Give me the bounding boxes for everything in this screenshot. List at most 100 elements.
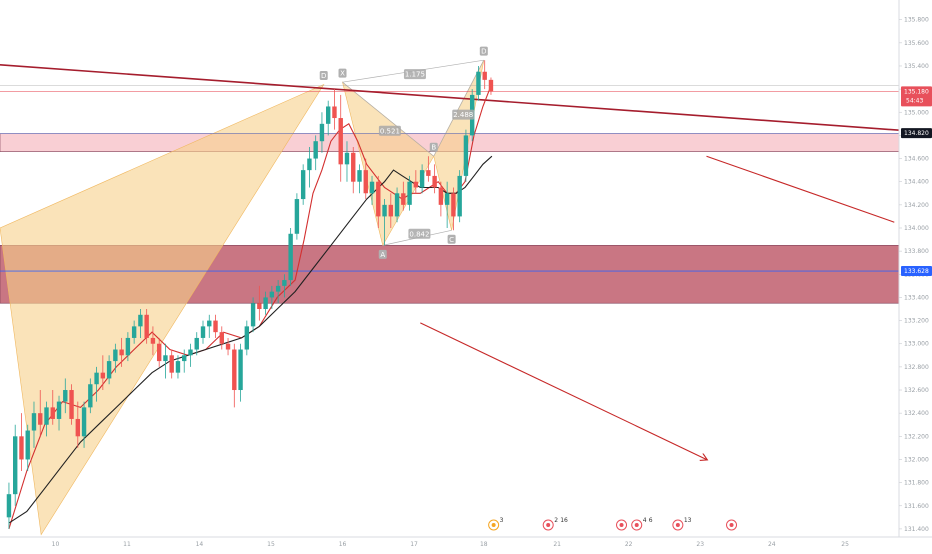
candle-up[interactable]: [200, 320, 206, 344]
event-icon[interactable]: 13: [672, 517, 692, 531]
svg-text:2.488: 2.488: [453, 111, 473, 119]
candle-down[interactable]: [150, 326, 156, 356]
candle-up[interactable]: [94, 366, 99, 402]
candle-up[interactable]: [44, 401, 49, 437]
candle-up[interactable]: [56, 395, 62, 431]
candle-up[interactable]: [63, 378, 68, 414]
candle-up[interactable]: [444, 181, 450, 228]
resistance-trendline[interactable]: [0, 64, 932, 134]
candle-up[interactable]: [382, 199, 387, 246]
candle-up[interactable]: [131, 320, 137, 344]
candle-down[interactable]: [401, 181, 406, 211]
candle-down[interactable]: [376, 175, 381, 228]
candle-up[interactable]: [238, 343, 243, 402]
candle-up[interactable]: [113, 343, 118, 373]
candle-down[interactable]: [75, 401, 81, 448]
candle-down[interactable]: [119, 337, 124, 367]
candle-up[interactable]: [313, 135, 318, 171]
candle-up[interactable]: [357, 164, 362, 194]
candle-up[interactable]: [163, 343, 168, 379]
candle-up[interactable]: [407, 175, 412, 211]
candle-up[interactable]: [188, 343, 193, 367]
candle-up[interactable]: [194, 332, 199, 356]
candle-up[interactable]: [344, 141, 350, 182]
pattern-point-a[interactable]: A: [378, 249, 387, 259]
candle-down[interactable]: [219, 326, 224, 350]
last-price-badge[interactable]: 135.180 54:43: [901, 86, 932, 107]
candle-up[interactable]: [476, 65, 481, 101]
candle-down[interactable]: [50, 390, 55, 425]
candle-up[interactable]: [326, 100, 331, 136]
candle-up[interactable]: [282, 274, 287, 298]
candle-down[interactable]: [257, 285, 262, 321]
candle-up[interactable]: [463, 129, 469, 182]
candle-down[interactable]: [69, 384, 74, 425]
arrow-lower[interactable]: [420, 322, 706, 460]
candle-up[interactable]: [419, 164, 425, 194]
candle-up[interactable]: [6, 482, 12, 529]
dividend-icon[interactable]: 2 16: [542, 517, 568, 531]
candle-up[interactable]: [269, 285, 275, 310]
level-price-badge[interactable]: 133.628: [901, 266, 932, 277]
candle-up[interactable]: [319, 112, 325, 153]
candle-down[interactable]: [363, 158, 368, 200]
candle-down[interactable]: [232, 343, 237, 408]
candle-up[interactable]: [250, 297, 256, 333]
candle-down[interactable]: [351, 146, 356, 194]
candle-down[interactable]: [426, 156, 431, 182]
dividend-icon[interactable]: [726, 519, 738, 531]
candle-up[interactable]: [294, 193, 300, 240]
candle-up[interactable]: [394, 187, 400, 223]
candle-down[interactable]: [438, 181, 444, 217]
pattern-point-b[interactable]: B: [429, 142, 438, 152]
candle-down[interactable]: [488, 77, 494, 95]
candle-up[interactable]: [457, 170, 462, 223]
candle-down[interactable]: [451, 187, 456, 231]
arrow-upper[interactable]: [706, 155, 895, 223]
candle-down[interactable]: [432, 164, 437, 194]
pattern-wedge-left[interactable]: [0, 83, 325, 536]
earnings-icon[interactable]: 3: [488, 517, 504, 531]
candle-down[interactable]: [388, 193, 394, 228]
candle-up[interactable]: [263, 291, 268, 315]
candle-down[interactable]: [100, 355, 106, 391]
candle-up[interactable]: [275, 280, 281, 304]
candle-up[interactable]: [125, 332, 131, 362]
candle-up[interactable]: [288, 227, 293, 286]
candle-down[interactable]: [169, 349, 174, 379]
candle-down[interactable]: [144, 309, 149, 344]
candle-down[interactable]: [332, 89, 337, 130]
candle-up[interactable]: [13, 424, 18, 506]
candle-up[interactable]: [81, 401, 87, 448]
pattern-point-x[interactable]: X: [338, 68, 347, 78]
candle-up[interactable]: [307, 146, 312, 188]
candle-down[interactable]: [213, 314, 218, 338]
candle-up[interactable]: [175, 355, 181, 379]
pattern-point-d[interactable]: D: [319, 70, 328, 80]
pattern-xab[interactable]: [342, 81, 435, 247]
candle-down[interactable]: [338, 94, 343, 182]
candle-up[interactable]: [207, 314, 212, 338]
candle-down[interactable]: [156, 337, 162, 367]
candle-down[interactable]: [482, 60, 487, 90]
candle-up[interactable]: [369, 175, 375, 205]
candle-down[interactable]: [225, 337, 231, 356]
candle-up[interactable]: [106, 355, 112, 385]
candle-up[interactable]: [182, 349, 187, 373]
event-icon[interactable]: [616, 519, 628, 531]
candle-up[interactable]: [25, 424, 30, 472]
candle-down[interactable]: [413, 170, 419, 194]
pattern-point-d[interactable]: D: [479, 46, 488, 56]
candle-up[interactable]: [31, 401, 37, 448]
candle-down[interactable]: [38, 390, 43, 437]
candle-up[interactable]: [88, 378, 93, 414]
pattern-point-c[interactable]: C: [447, 234, 456, 244]
candle-down[interactable]: [19, 413, 24, 472]
trendline-price-badge[interactable]: 134.820: [901, 128, 932, 139]
candle-up[interactable]: [244, 320, 250, 356]
candle-up[interactable]: [300, 164, 306, 205]
candle-up[interactable]: [138, 309, 143, 338]
